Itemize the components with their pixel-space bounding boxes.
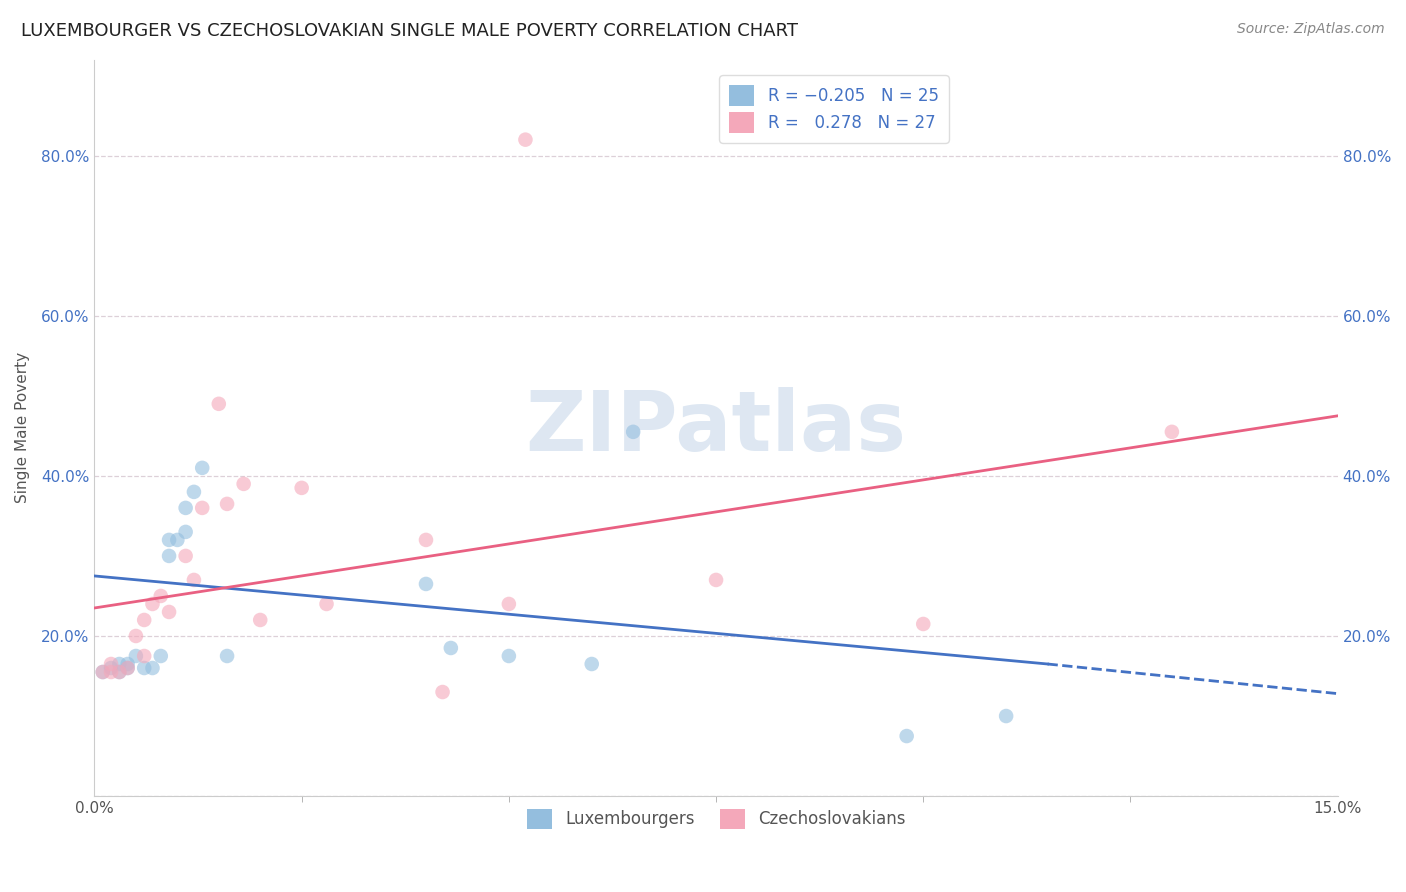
Point <box>440 640 463 655</box>
Point <box>704 573 727 587</box>
Point <box>134 613 156 627</box>
Point <box>912 617 935 632</box>
Point <box>621 425 644 439</box>
Point <box>134 661 156 675</box>
Point <box>134 648 156 663</box>
Point <box>1160 425 1182 439</box>
Point <box>191 500 214 515</box>
Point <box>415 533 437 547</box>
Point <box>100 661 122 675</box>
Point <box>581 657 603 671</box>
Point <box>100 657 122 671</box>
Point <box>108 665 131 679</box>
Point <box>183 484 205 499</box>
Point <box>117 661 139 675</box>
Y-axis label: Single Male Poverty: Single Male Poverty <box>15 352 30 503</box>
Text: Source: ZipAtlas.com: Source: ZipAtlas.com <box>1237 22 1385 37</box>
Point <box>157 605 180 619</box>
Point <box>100 665 122 679</box>
Point <box>191 461 214 475</box>
Point <box>166 533 188 547</box>
Point <box>91 665 114 679</box>
Point <box>291 481 314 495</box>
Point <box>125 629 148 643</box>
Point <box>217 648 239 663</box>
Point <box>498 648 520 663</box>
Point <box>217 497 239 511</box>
Point <box>315 597 337 611</box>
Point <box>498 597 520 611</box>
Point <box>232 476 254 491</box>
Point <box>174 500 197 515</box>
Legend: Luxembourgers, Czechoslovakians: Luxembourgers, Czechoslovakians <box>520 802 912 836</box>
Point <box>108 665 131 679</box>
Point <box>995 709 1018 723</box>
Point <box>149 589 172 603</box>
Point <box>415 577 437 591</box>
Point <box>117 661 139 675</box>
Point <box>208 397 231 411</box>
Point <box>108 657 131 671</box>
Point <box>249 613 271 627</box>
Point <box>157 533 180 547</box>
Point <box>174 524 197 539</box>
Point <box>174 549 197 563</box>
Point <box>157 549 180 563</box>
Point <box>432 685 454 699</box>
Text: ZIPatlas: ZIPatlas <box>526 387 907 468</box>
Point <box>149 648 172 663</box>
Point <box>125 648 148 663</box>
Point <box>183 573 205 587</box>
Point <box>141 597 163 611</box>
Point <box>896 729 918 743</box>
Point <box>141 661 163 675</box>
Point <box>91 665 114 679</box>
Point <box>117 657 139 671</box>
Text: LUXEMBOURGER VS CZECHOSLOVAKIAN SINGLE MALE POVERTY CORRELATION CHART: LUXEMBOURGER VS CZECHOSLOVAKIAN SINGLE M… <box>21 22 799 40</box>
Point <box>515 133 537 147</box>
